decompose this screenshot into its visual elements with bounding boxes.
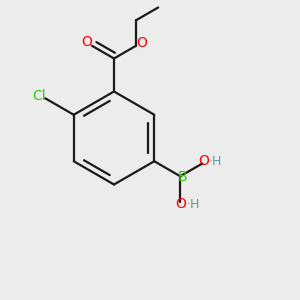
Text: O: O <box>175 197 186 211</box>
Text: O: O <box>81 35 92 49</box>
Text: B: B <box>178 170 188 184</box>
Text: Cl: Cl <box>32 89 46 103</box>
Text: O: O <box>198 154 209 168</box>
Text: O: O <box>136 36 147 50</box>
Text: ·H: ·H <box>208 155 222 168</box>
Text: ·H: ·H <box>186 198 200 211</box>
